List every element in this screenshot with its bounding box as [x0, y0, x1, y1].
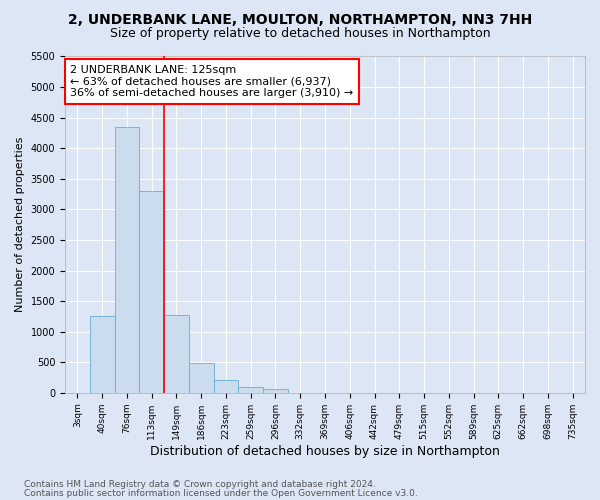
- Text: 2 UNDERBANK LANE: 125sqm
← 63% of detached houses are smaller (6,937)
36% of sem: 2 UNDERBANK LANE: 125sqm ← 63% of detach…: [70, 65, 353, 98]
- Bar: [139, 191, 164, 393]
- Y-axis label: Number of detached properties: Number of detached properties: [15, 137, 25, 312]
- X-axis label: Distribution of detached houses by size in Northampton: Distribution of detached houses by size …: [150, 444, 500, 458]
- Text: 2, UNDERBANK LANE, MOULTON, NORTHAMPTON, NN3 7HH: 2, UNDERBANK LANE, MOULTON, NORTHAMPTON,…: [68, 12, 532, 26]
- Text: Size of property relative to detached houses in Northampton: Size of property relative to detached ho…: [110, 28, 490, 40]
- Text: Contains public sector information licensed under the Open Government Licence v3: Contains public sector information licen…: [24, 488, 418, 498]
- Bar: [90, 316, 115, 393]
- Bar: [214, 380, 238, 393]
- Bar: [238, 388, 263, 393]
- Bar: [189, 363, 214, 393]
- Bar: [164, 314, 189, 393]
- Bar: [263, 389, 288, 393]
- Bar: [115, 128, 139, 393]
- Text: Contains HM Land Registry data © Crown copyright and database right 2024.: Contains HM Land Registry data © Crown c…: [24, 480, 376, 489]
